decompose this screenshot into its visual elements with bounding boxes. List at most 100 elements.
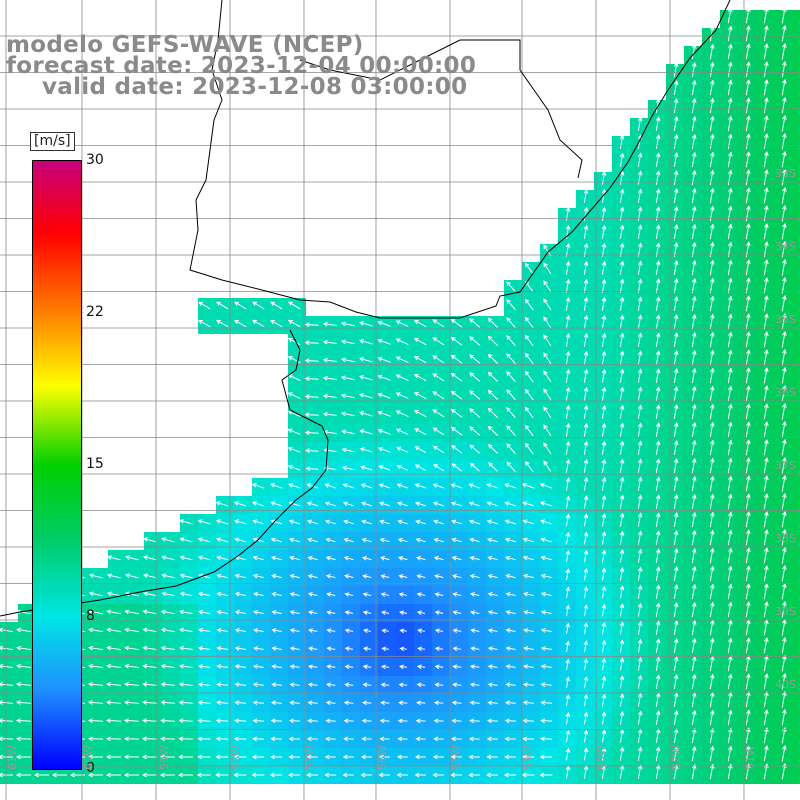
wind-arrow: [655, 584, 661, 599]
wind-arrow: [781, 402, 787, 420]
wind-arrow: [619, 368, 625, 383]
wind-arrow: [434, 574, 444, 579]
wind-arrow: [469, 426, 481, 436]
wind-arrow: [781, 348, 787, 366]
wind-arrow: [691, 349, 697, 366]
wind-arrow: [487, 407, 498, 418]
wind-arrow: [15, 754, 32, 760]
wind-arrow: [583, 404, 589, 419]
wind-arrow: [380, 592, 390, 597]
wind-arrow: [543, 262, 552, 275]
wind-arrow: [326, 610, 336, 615]
wind-arrow: [601, 603, 607, 617]
wind-arrow: [709, 79, 715, 96]
wind-arrow: [539, 501, 553, 507]
wind-arrow: [523, 591, 534, 597]
wind-arrow: [322, 357, 337, 363]
wind-arrow: [709, 529, 715, 546]
wind-arrow: [524, 370, 534, 383]
wind-arrow: [306, 501, 319, 507]
wind-cell: [792, 262, 800, 280]
wind-arrow: [655, 116, 661, 131]
wind-arrow: [234, 646, 246, 651]
wind-arrow: [691, 79, 697, 96]
wind-arrow: [655, 278, 661, 293]
wind-arrow: [215, 754, 229, 760]
wind-arrow: [504, 537, 517, 543]
wind-arrow: [322, 411, 337, 417]
wind-arrow: [583, 314, 589, 329]
wind-arrow: [324, 754, 336, 760]
wind-arrow: [415, 537, 426, 543]
wind-arrow: [378, 772, 390, 778]
wind-arrow: [637, 764, 643, 779]
wind-arrow: [216, 664, 229, 669]
wind-arrow: [655, 386, 661, 401]
wind-arrow: [543, 424, 552, 437]
wind-arrow: [727, 151, 733, 168]
wind-arrow: [673, 422, 679, 438]
wind-arrow: [160, 627, 175, 633]
wind-cell: [792, 226, 800, 244]
wind-arrow: [416, 592, 426, 597]
wind-arrow: [565, 422, 571, 437]
wind-arrow: [342, 501, 355, 507]
wind-arrow: [637, 476, 643, 491]
title-model: modelo GEFS-WAVE (NCEP): [6, 32, 364, 58]
wind-arrow: [781, 222, 787, 240]
wind-arrow: [287, 446, 301, 453]
wind-arrow: [619, 621, 625, 635]
wind-arrow: [565, 495, 571, 509]
wind-arrow: [413, 320, 427, 328]
wind-arrow: [251, 483, 265, 489]
wind-arrow: [691, 547, 697, 564]
wind-arrow: [233, 772, 247, 778]
wind-arrow: [745, 691, 751, 708]
wind-arrow: [709, 673, 715, 690]
wind-arrow: [289, 700, 300, 706]
wind-arrow: [451, 718, 462, 724]
wind-arrow: [524, 352, 534, 365]
wind-arrow: [323, 447, 337, 453]
lon-label-51w: 51W: [744, 745, 757, 770]
wind-arrow: [543, 406, 552, 419]
wind-arrow: [341, 465, 355, 471]
wind-arrow: [601, 476, 607, 491]
wind-arrow: [655, 170, 661, 185]
wind-arrow: [781, 636, 787, 654]
wind-arrow: [363, 628, 372, 634]
wind-cell: [792, 424, 800, 442]
wind-arrow: [691, 583, 697, 600]
wind-arrow: [380, 682, 390, 688]
wind-arrow: [583, 242, 589, 257]
wind-arrow: [709, 457, 715, 474]
wind-cell: [792, 586, 800, 604]
wind-arrow: [655, 368, 661, 383]
wind-arrow: [522, 519, 535, 525]
wind-arrow: [691, 565, 697, 582]
coastline-estuary: [0, 329, 329, 617]
coastline: [189, 0, 731, 319]
wind-arrow: [601, 314, 607, 329]
wind-arrow: [398, 700, 408, 706]
wind-arrow: [583, 586, 589, 599]
wind-arrow: [673, 368, 679, 384]
wind-arrow: [637, 692, 643, 707]
wind-arrow: [233, 754, 247, 760]
wind-cell: [792, 10, 800, 28]
wind-arrow: [161, 555, 175, 561]
wind-arrow: [727, 133, 733, 150]
wind-arrow: [398, 682, 408, 688]
wind-arrow: [270, 301, 283, 310]
wind-arrow: [417, 646, 426, 652]
wind-arrow: [504, 483, 517, 489]
wind-arrow: [781, 42, 787, 60]
wind-arrow: [486, 754, 499, 760]
wind-arrow: [252, 301, 265, 310]
wind-arrow: [781, 600, 787, 618]
wind-arrow: [565, 440, 571, 455]
wind-arrow: [87, 718, 104, 723]
lon-label-54w: 54W: [522, 745, 535, 770]
wind-arrow: [745, 511, 751, 528]
wind-arrow: [745, 601, 751, 618]
